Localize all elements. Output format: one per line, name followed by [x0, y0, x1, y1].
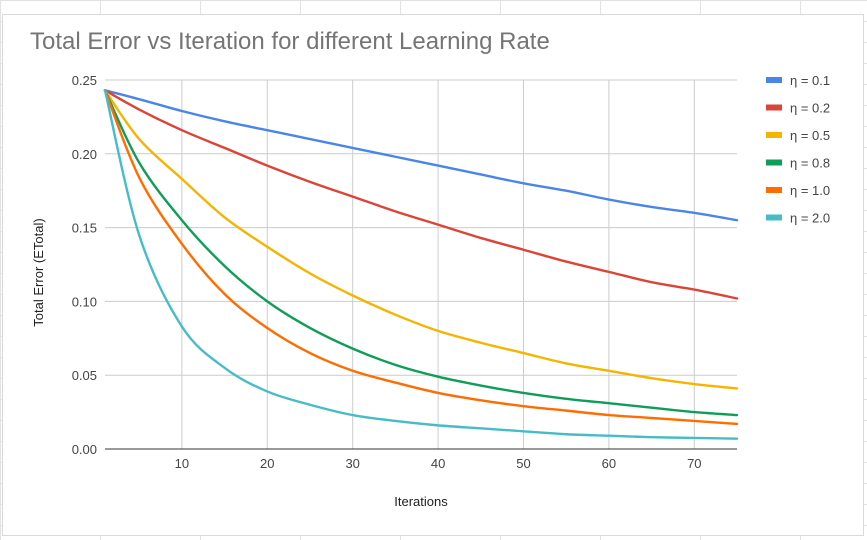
legend-swatch: [766, 77, 782, 83]
legend-swatch: [766, 132, 782, 138]
y-tick-label: 0.25: [72, 73, 97, 88]
series-line: [103, 89, 739, 426]
y-tick-label: 0.20: [72, 147, 97, 162]
legend-label: η = 2.0: [790, 211, 830, 226]
legend-label: η = 1.0: [790, 183, 830, 198]
x-tick-label: 30: [345, 456, 359, 471]
series-line: [103, 89, 739, 300]
series-line: [103, 89, 739, 440]
x-tick-label: 10: [175, 456, 189, 471]
legend-label: η = 0.8: [790, 156, 830, 171]
x-tick-label: 50: [516, 456, 530, 471]
legend-swatch: [766, 104, 782, 111]
chart-title: Total Error vs Iteration for different L…: [30, 28, 550, 55]
legend-label: η = 0.5: [790, 128, 830, 143]
y-tick-label: 0.10: [72, 294, 97, 309]
y-axis-title: Total Error (ETotal): [31, 218, 46, 326]
series-line: [103, 89, 739, 390]
axes: 0.00 0.05 0.10 0.15 0.20 0.25 10 20 30 40 50 60 70: [72, 73, 737, 471]
x-tick-label: 60: [602, 456, 616, 471]
series-line: [103, 89, 739, 222]
series-line: [103, 89, 739, 417]
x-tick-label: 20: [260, 456, 274, 471]
x-axis-title: Iterations: [394, 494, 448, 509]
legend-label: η = 0.1: [790, 73, 830, 88]
y-tick-label: 0.05: [72, 368, 97, 383]
legend-swatch: [766, 187, 782, 193]
y-tick-label: 0.00: [72, 442, 97, 457]
series-lines: [103, 89, 739, 440]
legend-swatch: [766, 214, 782, 221]
legend-swatch: [766, 159, 782, 166]
legend-label: η = 0.2: [790, 101, 830, 116]
legend: η = 0.1 η = 0.2 η = 0.5 η = 0.8 η = 1.0 η = 2…: [766, 73, 830, 226]
y-tick-label: 0.15: [72, 221, 97, 236]
gridlines: [105, 79, 737, 449]
x-tick-label: 40: [431, 456, 445, 471]
x-tick-label: 70: [687, 456, 701, 471]
